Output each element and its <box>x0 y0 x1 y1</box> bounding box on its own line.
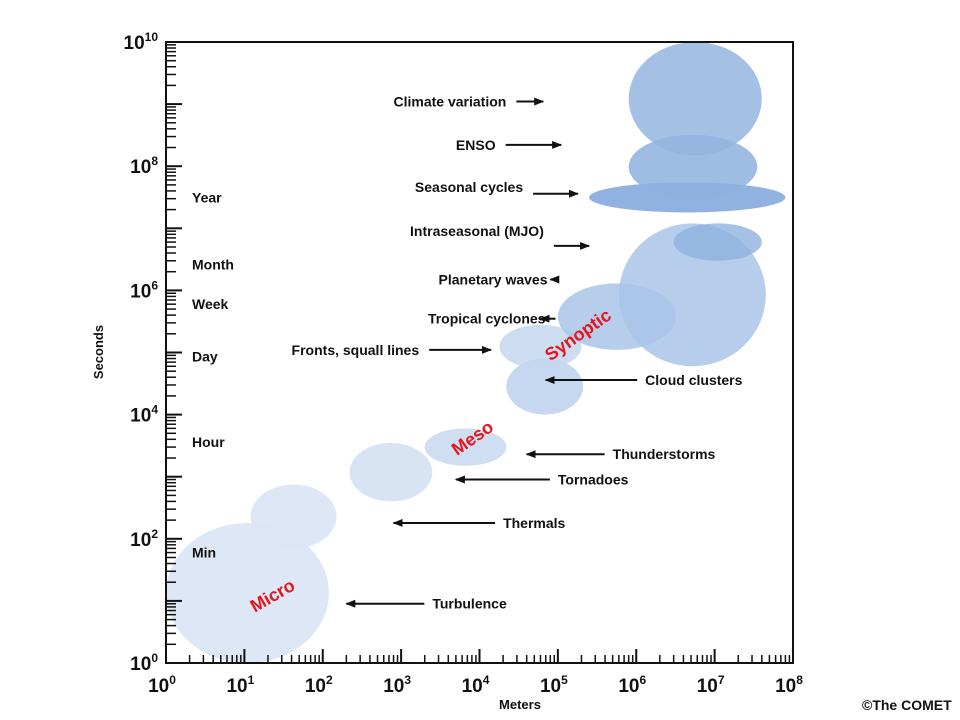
x-tick-label: 102 <box>305 673 333 697</box>
y-tick-label: 108 <box>130 154 158 178</box>
x-axis-title: Meters <box>499 697 541 712</box>
y-tick-label: 102 <box>130 527 158 551</box>
y-tick-label: 100 <box>130 651 158 675</box>
label-thunderstorms: Thunderstorms <box>613 446 716 462</box>
x-tick-label: 108 <box>775 673 803 697</box>
x-tick-label: 107 <box>697 673 725 697</box>
time-label-week: Week <box>192 296 229 312</box>
y-tick-label: 104 <box>130 403 158 427</box>
phenomenon-ellipse-thunderstorms <box>424 428 507 466</box>
time-label-min: Min <box>192 545 216 561</box>
phenomenon-ellipse-turbulence <box>166 522 329 664</box>
label-thermals: Thermals <box>503 515 565 531</box>
time-label-day: Day <box>192 348 218 364</box>
phenomenon-ellipse-tornadoes <box>349 442 433 502</box>
time-label-year: Year <box>192 189 222 205</box>
label-tropical-cyclones: Tropical cyclones <box>428 311 546 327</box>
label-intraseasonal-mjo: Intraseasonal (MJO) <box>410 223 544 239</box>
x-tick-label: 101 <box>226 673 254 697</box>
phenomenon-ellipse-climate-variation <box>628 42 762 156</box>
x-tick-label: 103 <box>383 673 411 697</box>
label-fronts-squall-lines: Fronts, squall lines <box>292 342 420 358</box>
phenomenon-ellipse-cloud-clusters <box>506 358 584 415</box>
label-climate-variation: Climate variation <box>394 94 507 110</box>
phenomenon-ellipse-enso <box>628 134 758 199</box>
x-tick-label: 105 <box>540 673 568 697</box>
x-tick-label: 106 <box>618 673 646 697</box>
phenomenon-ellipse-intraseasonal-mjo <box>673 223 762 261</box>
x-tick-label: 104 <box>462 673 490 697</box>
label-seasonal-cycles: Seasonal cycles <box>415 179 523 195</box>
label-enso: ENSO <box>456 137 496 153</box>
time-label-hour: Hour <box>192 434 225 450</box>
x-tick-label: 100 <box>148 673 176 697</box>
y-axis-title: Seconds <box>91 325 106 379</box>
y-tick-label: 1010 <box>124 30 159 54</box>
label-tornadoes: Tornadoes <box>558 472 629 488</box>
label-turbulence: Turbulence <box>432 596 507 612</box>
y-tick-label: 106 <box>130 278 158 302</box>
time-label-month: Month <box>192 257 234 273</box>
label-planetary-waves: Planetary waves <box>439 271 548 287</box>
phenomenon-ellipse-fronts-squall-lines <box>499 324 582 369</box>
label-cloud-clusters: Cloud clusters <box>645 372 742 388</box>
copyright-notice: ©The COMET <box>862 697 952 713</box>
phenomenon-ellipse-thermals <box>250 484 337 549</box>
